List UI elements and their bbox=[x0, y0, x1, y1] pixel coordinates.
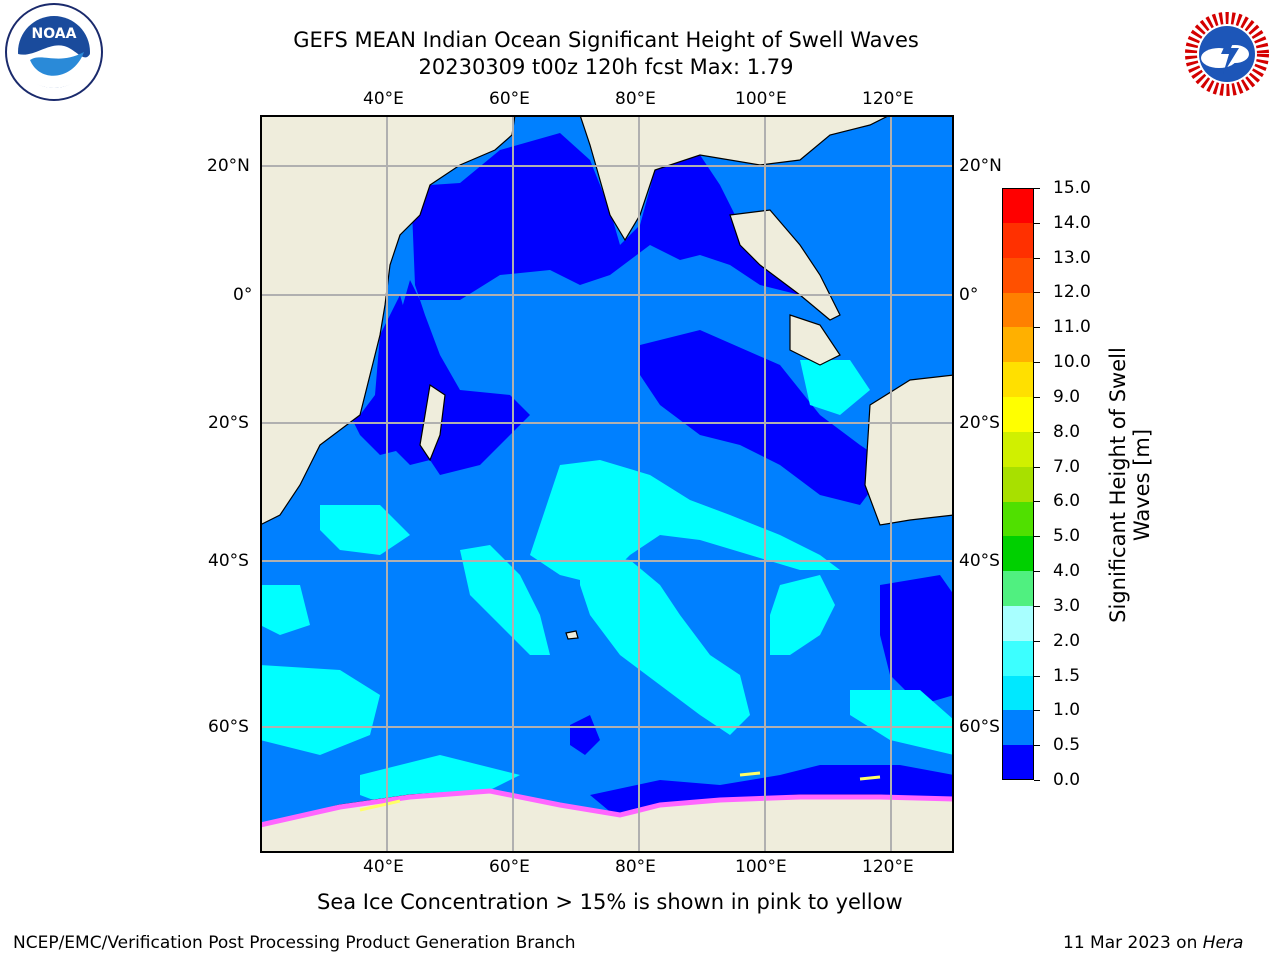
colorbar-segment bbox=[1002, 257, 1034, 293]
x-tick-bottom-60e: 60°E bbox=[489, 857, 530, 877]
colorbar-tick-label: 0.5 bbox=[1053, 735, 1081, 756]
y-tick-left-20s: 20°S bbox=[208, 413, 249, 433]
colorbar-tick-label: 9.0 bbox=[1053, 386, 1081, 407]
colorbar-tick-label: 7.0 bbox=[1053, 456, 1081, 477]
footer-credit: NCEP/EMC/Verification Post Processing Pr… bbox=[13, 933, 576, 953]
footer-host: Hera bbox=[1202, 933, 1244, 953]
colorbar-tick-label: 8.0 bbox=[1053, 421, 1081, 442]
colorbar-tick-label: 6.0 bbox=[1053, 491, 1081, 512]
x-tick-top-40e: 40°E bbox=[363, 89, 404, 109]
nws-logo bbox=[1177, 4, 1277, 104]
y-tick-right-60s: 60°S bbox=[959, 717, 1000, 737]
x-tick-bottom-120e: 120°E bbox=[862, 857, 914, 877]
y-tick-left-60s: 60°S bbox=[208, 717, 249, 737]
colorbar-tick-mark bbox=[1034, 501, 1040, 503]
map-frame bbox=[260, 115, 954, 853]
footer-date: 11 Mar 2023 on Hera bbox=[1063, 933, 1243, 953]
colorbar-tick-label: 15.0 bbox=[1053, 178, 1091, 198]
map-panel bbox=[260, 115, 954, 853]
colorbar-segment bbox=[1002, 571, 1034, 606]
colorbar-tick-label: 12.0 bbox=[1053, 282, 1091, 303]
colorbar-tick-label: 3.0 bbox=[1053, 595, 1081, 616]
colorbar-tick-label: 13.0 bbox=[1053, 247, 1091, 268]
colorbar-tick-label: 10.0 bbox=[1053, 352, 1091, 373]
colorbar-tick-mark bbox=[1034, 605, 1040, 607]
y-tick-right-20n: 20°N bbox=[959, 156, 1002, 176]
colorbar-tick-mark bbox=[1034, 222, 1040, 224]
colorbar-segment bbox=[1002, 431, 1034, 467]
colorbar-tick-mark bbox=[1034, 640, 1040, 642]
x-tick-bottom-80e: 80°E bbox=[615, 857, 656, 877]
colorbar-tick-mark bbox=[1034, 466, 1040, 468]
colorbar-segment bbox=[1002, 362, 1034, 398]
y-tick-right-20s: 20°S bbox=[959, 413, 1000, 433]
colorbar-tick-mark bbox=[1034, 327, 1040, 329]
x-tick-bottom-100e: 100°E bbox=[735, 857, 787, 877]
swell-mid-region bbox=[260, 360, 954, 810]
colorbar-segment bbox=[1002, 292, 1034, 328]
colorbar-tick-label: 1.5 bbox=[1053, 665, 1081, 686]
colorbar-segment bbox=[1002, 605, 1034, 641]
colorbar-tick-mark bbox=[1034, 188, 1040, 189]
colorbar-tick-label: 2.0 bbox=[1053, 630, 1081, 651]
x-tick-top-100e: 100°E bbox=[735, 89, 787, 109]
colorbar-segment bbox=[1002, 536, 1034, 572]
colorbar-segment bbox=[1002, 501, 1034, 537]
map-gridlines bbox=[260, 115, 954, 853]
colorbar-tick-mark bbox=[1034, 396, 1040, 398]
colorbar-segment bbox=[1002, 710, 1034, 746]
colorbar-segment bbox=[1002, 397, 1034, 432]
colorbar-tick-mark bbox=[1034, 745, 1040, 747]
x-tick-top-80e: 80°E bbox=[615, 89, 656, 109]
colorbar-tick-mark bbox=[1034, 431, 1040, 433]
x-tick-top-60e: 60°E bbox=[489, 89, 530, 109]
colorbar-tick-label: 1.0 bbox=[1053, 700, 1081, 721]
map-title: GEFS MEAN Indian Ocean Significant Heigh… bbox=[293, 28, 919, 52]
colorbar bbox=[1002, 188, 1034, 780]
colorbar-tick-mark bbox=[1034, 780, 1040, 781]
colorbar-tick-label: 5.0 bbox=[1053, 526, 1081, 547]
colorbar-tick-mark bbox=[1034, 571, 1040, 573]
footer-date-text: 11 Mar 2023 on bbox=[1063, 933, 1203, 953]
colorbar-tick-label: 0.0 bbox=[1053, 770, 1081, 790]
sea-ice-note: Sea Ice Concentration > 15% is shown in … bbox=[317, 890, 903, 914]
colorbar-tick-mark bbox=[1034, 675, 1040, 677]
y-tick-left-40s: 40°S bbox=[208, 551, 249, 571]
colorbar-tick-mark bbox=[1034, 362, 1040, 364]
colorbar-tick-mark bbox=[1034, 710, 1040, 712]
colorbar-segment bbox=[1002, 466, 1034, 502]
y-tick-left-0: 0° bbox=[233, 285, 253, 305]
noaa-logo: NOAA bbox=[4, 2, 104, 102]
colorbar-segment bbox=[1002, 745, 1034, 780]
colorbar-tick-mark bbox=[1034, 257, 1040, 259]
colorbar-tick-mark bbox=[1034, 292, 1040, 294]
colorbar-segment bbox=[1002, 675, 1034, 711]
colorbar-segment bbox=[1002, 640, 1034, 676]
colorbar-segment bbox=[1002, 223, 1034, 258]
y-tick-left-20n: 20°N bbox=[207, 156, 250, 176]
colorbar-tick-label: 14.0 bbox=[1053, 212, 1091, 233]
map-subtitle: 20230309 t00z 120h fcst Max: 1.79 bbox=[418, 55, 794, 79]
y-tick-right-0: 0° bbox=[959, 285, 979, 305]
x-tick-bottom-40e: 40°E bbox=[363, 857, 404, 877]
colorbar-tick-label: 11.0 bbox=[1053, 317, 1091, 338]
colorbar-segment bbox=[1002, 188, 1034, 223]
y-tick-right-40s: 40°S bbox=[959, 551, 1000, 571]
colorbar-tick-mark bbox=[1034, 536, 1040, 538]
colorbar-segment bbox=[1002, 327, 1034, 363]
x-tick-top-120e: 120°E bbox=[862, 89, 914, 109]
colorbar-tick-label: 4.0 bbox=[1053, 561, 1081, 582]
svg-text:NOAA: NOAA bbox=[32, 26, 77, 42]
sea-ice-edge-yellow bbox=[359, 771, 881, 812]
